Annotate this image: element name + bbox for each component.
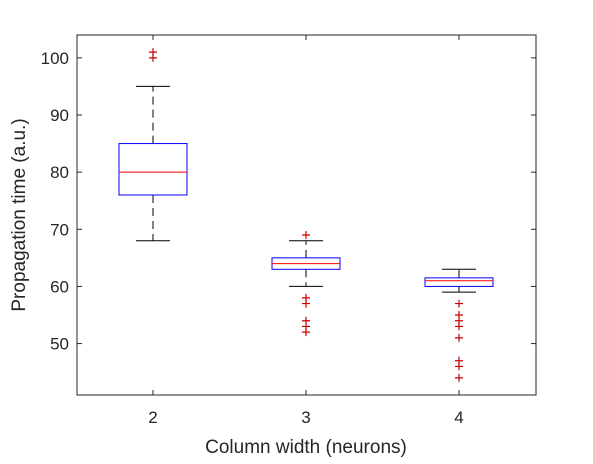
outlier-point — [455, 333, 463, 342]
outlier-point — [455, 356, 463, 365]
outlier-point — [455, 373, 463, 382]
y-tick-label: 60 — [50, 277, 69, 296]
y-tick-label: 90 — [50, 106, 69, 125]
y-tick-label: 70 — [50, 220, 69, 239]
iqr-box — [424, 277, 494, 287]
y-axis-label: Propagation time (a.u.) — [9, 118, 30, 311]
box-group-4 — [424, 268, 494, 382]
box-plot-marks — [118, 48, 494, 382]
x-tick-label: 2 — [148, 408, 157, 427]
box-group-2 — [118, 48, 188, 242]
outlier-point — [302, 316, 310, 325]
plot-area-frame — [76, 34, 537, 396]
outlier-point — [455, 311, 463, 319]
y-tick-label: 100 — [41, 49, 69, 68]
outlier-point — [302, 231, 310, 239]
y-tick-label: 80 — [50, 163, 69, 182]
iqr-box — [118, 143, 188, 196]
x-axis-label: Column width (neurons) — [205, 437, 407, 458]
y-tick-label: 50 — [50, 335, 69, 354]
x-tick-label: 4 — [454, 408, 463, 427]
outlier-point — [149, 48, 157, 57]
box-group-3 — [271, 231, 341, 337]
axis-ticks: 50 60 70 80 90 100 2 3 4 — [41, 35, 536, 427]
x-tick-label: 3 — [301, 408, 310, 427]
outlier-point — [455, 299, 463, 308]
outlier-point — [302, 293, 310, 302]
